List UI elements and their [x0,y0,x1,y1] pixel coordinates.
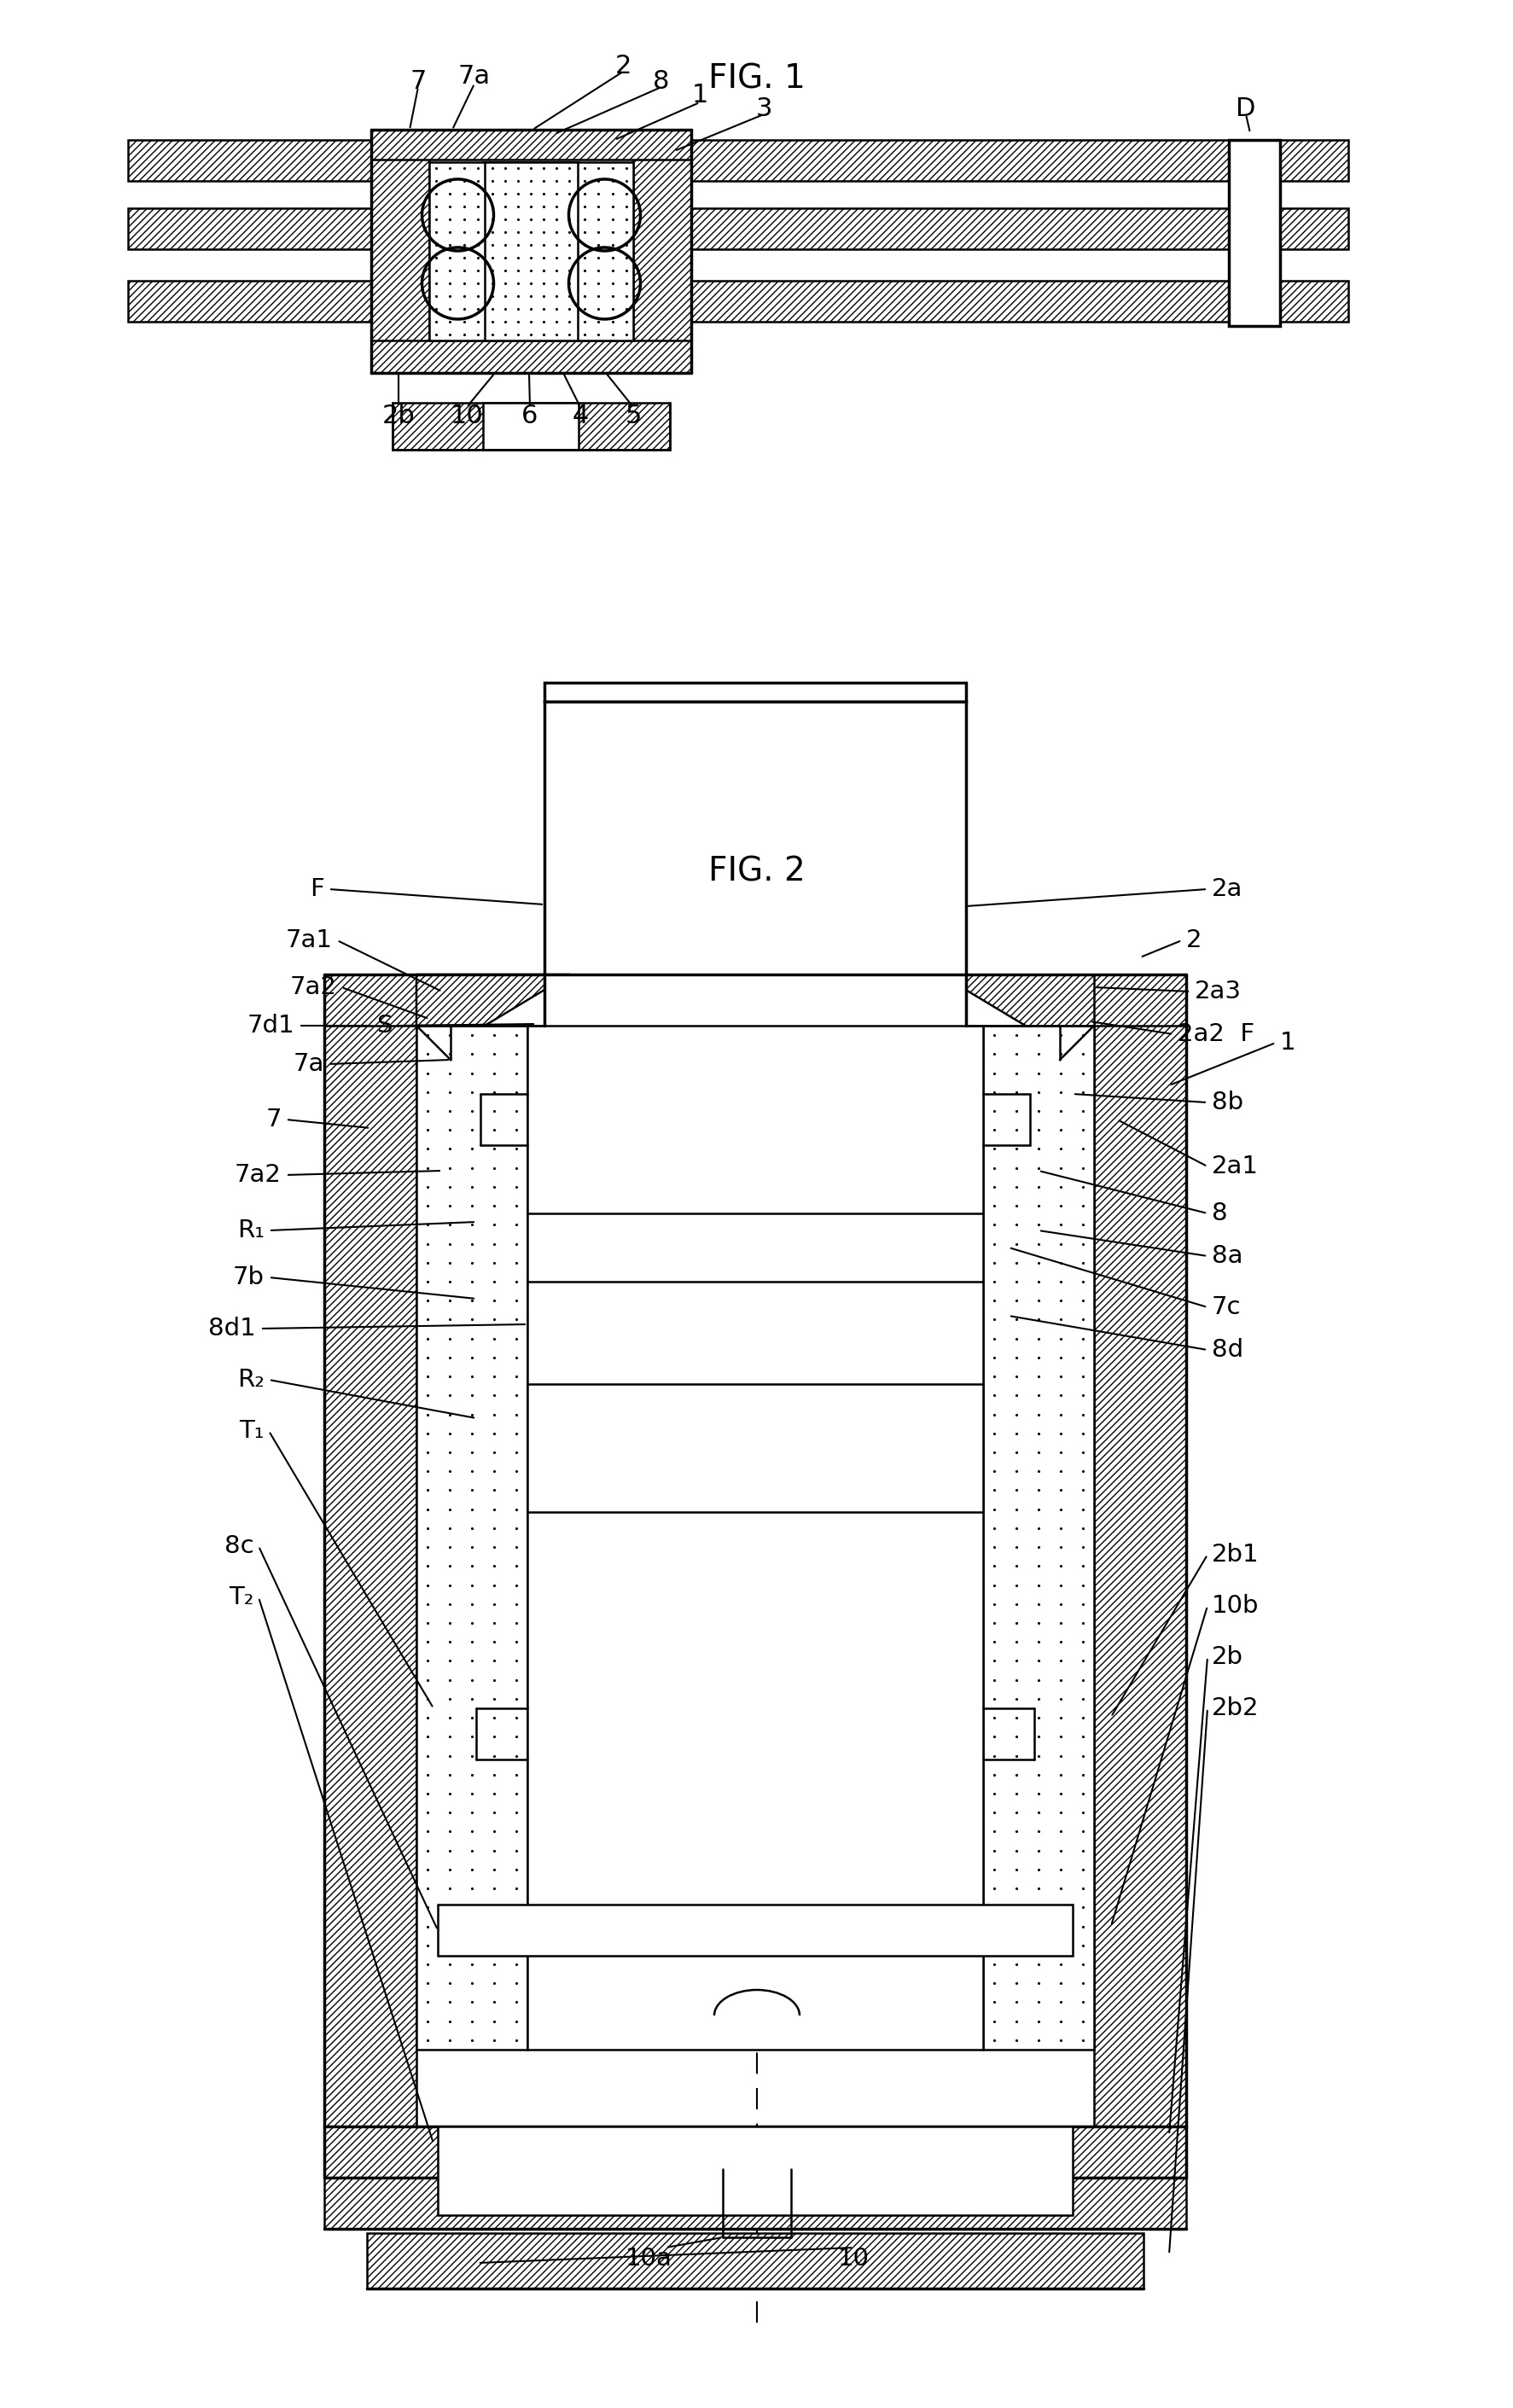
Bar [578,161,632,340]
Text: 2a1: 2a1 [1210,1153,1257,1178]
Bar [982,1026,1094,2049]
Text: 8: 8 [1210,1202,1227,1226]
Text: 6: 6 [522,402,539,429]
Text: 10: 10 [837,2247,868,2271]
Bar [527,1385,982,1512]
Bar [324,2126,1186,2230]
Text: 7a1: 7a1 [286,929,333,951]
Polygon shape [940,975,1094,1026]
Text: 2a2  F: 2a2 F [1177,1023,1254,1045]
Text: 7a2: 7a2 [235,1163,281,1187]
Text: 4: 4 [572,402,589,429]
Text: R₂: R₂ [238,1368,265,1392]
Bar [324,975,484,1026]
Text: 7: 7 [266,1108,281,1132]
Bar [129,282,380,323]
Text: 7a: 7a [294,1052,324,1076]
Text: T₁: T₁ [239,1418,265,1442]
Text: 2a3: 2a3 [1194,980,1241,1004]
Bar [657,140,1348,181]
Bar [371,130,430,373]
Text: 7a: 7a [458,65,490,89]
Bar [483,161,578,340]
Bar [486,161,575,340]
Bar [527,1026,982,2049]
Text: 7d1: 7d1 [247,1014,294,1038]
Text: 10b: 10b [1210,1594,1259,1618]
Bar [545,975,965,1026]
Text: 2b: 2b [1210,1645,1242,1669]
Text: 2b: 2b [381,402,415,429]
Text: 7c: 7c [1210,1296,1241,1320]
Text: F: F [310,877,324,901]
Text: 2: 2 [614,53,631,77]
Text: 8d1: 8d1 [209,1317,256,1341]
Text: 7: 7 [410,70,427,94]
Bar [437,1905,1073,1955]
Bar [940,701,965,982]
Text: 7b: 7b [233,1267,265,1288]
Text: 3: 3 [755,96,772,120]
Text: 8c: 8c [224,1534,254,1558]
Text: 8a: 8a [1210,1245,1242,1269]
Text: 10: 10 [449,402,483,429]
Text: 8: 8 [652,70,669,94]
Text: 7a2: 7a2 [290,975,337,999]
Bar [632,130,691,373]
Bar [437,2126,1073,2215]
Bar [324,975,416,2177]
Text: R₁: R₁ [238,1218,265,1243]
Text: 2b1: 2b1 [1210,1544,1259,1568]
Bar [371,340,691,373]
Bar [129,140,380,181]
Text: 1: 1 [691,84,708,108]
Bar [657,282,1348,323]
Text: FIG. 1: FIG. 1 [708,63,805,94]
Text: 10a: 10a [625,2247,672,2271]
Bar [545,701,965,982]
Bar [416,1026,527,2049]
Bar [129,207,380,248]
Bar [430,161,484,340]
Text: 8d: 8d [1210,1339,1242,1363]
Text: 1: 1 [1280,1031,1295,1055]
Text: 2b2: 2b2 [1210,1695,1259,1719]
Bar [1229,140,1280,325]
Text: FIG. 2: FIG. 2 [708,855,805,889]
Text: D: D [1235,96,1256,120]
Bar [392,402,670,450]
Text: S: S [377,1014,392,1038]
Bar [1026,975,1186,1026]
Text: 5: 5 [625,402,642,429]
Text: 8b: 8b [1210,1091,1242,1115]
Polygon shape [416,975,570,1026]
Bar [1094,975,1186,2177]
Text: 2: 2 [1186,929,1201,951]
Bar [657,207,1348,248]
Bar [366,2232,1142,2288]
Bar [545,701,570,982]
Bar [545,681,965,701]
Bar [371,130,691,159]
Text: T₂: T₂ [228,1584,254,1609]
Bar [483,402,578,450]
Text: 2a: 2a [1210,877,1242,901]
